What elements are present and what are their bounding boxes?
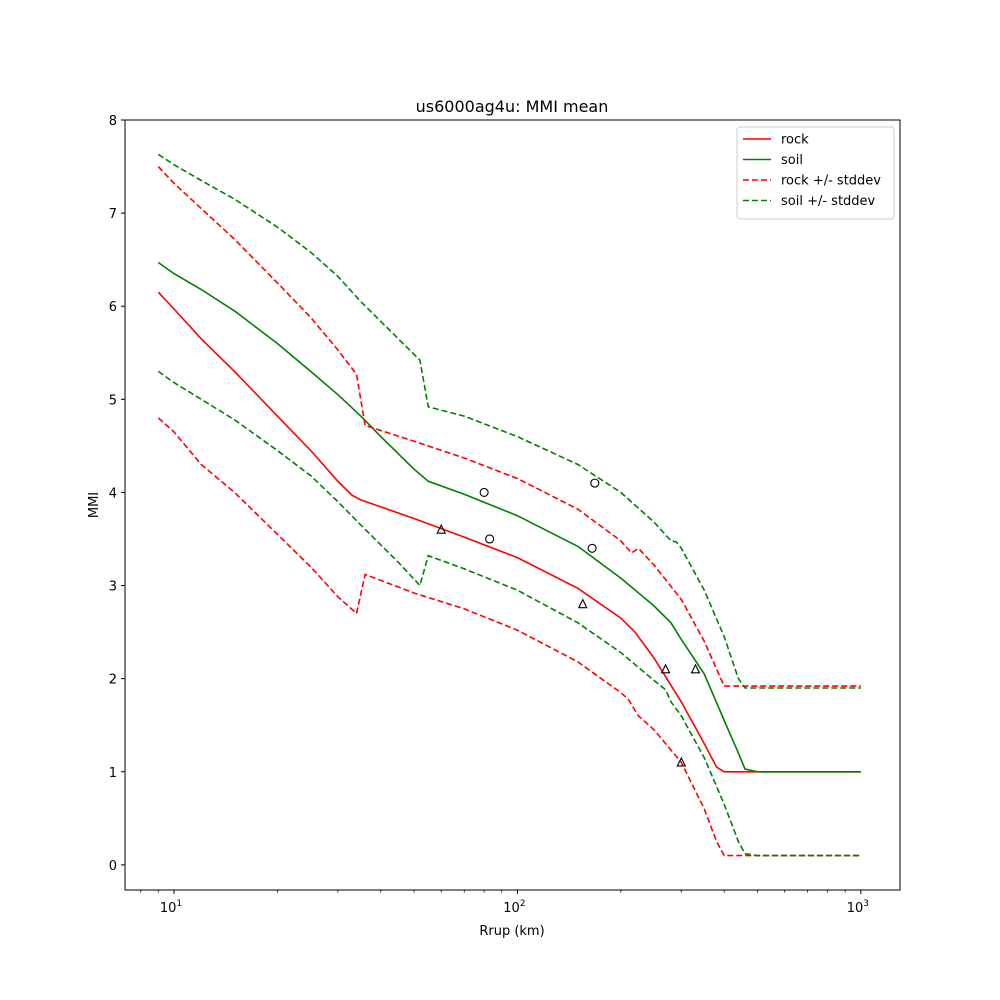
legend-entry: soil — [781, 153, 803, 168]
y-tick-label: 3 — [109, 580, 117, 595]
x-axis-label: Rrup (km) — [479, 924, 544, 939]
circle-marker-3 — [590, 478, 600, 488]
axes-frame — [124, 119, 901, 891]
circle-marker-1 — [485, 534, 495, 544]
series-line-2 — [157, 166, 861, 687]
y-tick-label: 7 — [109, 207, 117, 222]
triangle-marker-2 — [660, 663, 671, 674]
circle-marker-2 — [587, 543, 597, 553]
chart-title: us6000ag4u: MMI mean — [416, 97, 609, 116]
series-line-4 — [157, 153, 861, 689]
legend: rock soil rock +/- stddev soil +/- stddev — [736, 126, 895, 220]
y-tick-label: 0 — [109, 859, 117, 874]
series-line-3 — [157, 417, 861, 857]
y-tick-label: 5 — [109, 393, 117, 408]
y-tick-label: 8 — [109, 114, 117, 129]
legend-box — [736, 126, 895, 220]
triangle-marker-1 — [577, 598, 588, 609]
y-axis: 0 1 2 3 4 5 6 7 8 — [109, 114, 125, 874]
triangle-marker-0 — [436, 523, 447, 534]
y-tick-label: 1 — [109, 766, 117, 781]
triangle-marker-4 — [676, 756, 687, 767]
plot-area — [124, 119, 901, 891]
series-line-1 — [157, 261, 861, 773]
legend-entry: soil +/- stddev — [781, 194, 876, 209]
legend-entry: rock — [781, 133, 809, 148]
y-axis-label: MMI — [87, 492, 102, 518]
triangle-marker-3 — [690, 663, 701, 674]
series-line-0 — [157, 291, 861, 773]
series-line-5 — [157, 370, 861, 857]
y-tick-label: 2 — [109, 673, 117, 688]
y-tick-label: 6 — [109, 300, 117, 315]
legend-entry: rock +/- stddev — [781, 174, 881, 189]
circle-marker-0 — [479, 487, 489, 497]
y-tick-label: 4 — [109, 486, 117, 501]
